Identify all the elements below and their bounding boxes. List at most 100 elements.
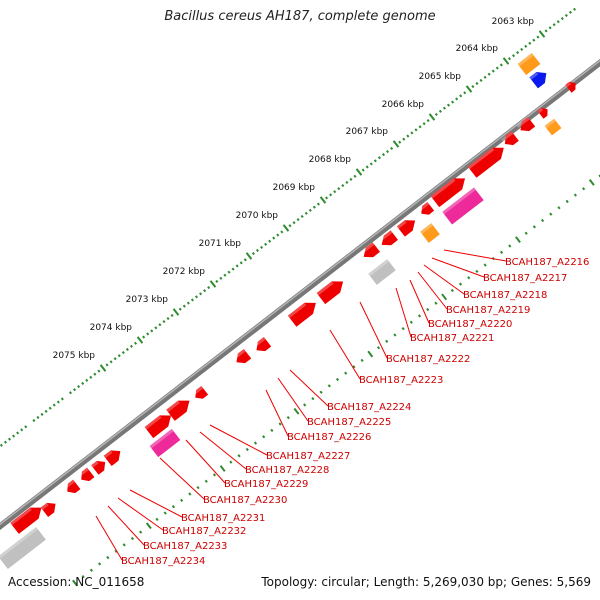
gene-body — [316, 281, 344, 305]
gene-label-line — [199, 431, 247, 470]
minor-tick — [345, 180, 349, 185]
backbone-line — [0, 58, 600, 531]
gene-feature — [537, 107, 548, 119]
inner-minor-tick — [352, 365, 356, 369]
gene-feature — [501, 131, 519, 146]
minor-tick — [109, 360, 113, 364]
gene-label-line — [329, 329, 361, 380]
gene-shine — [103, 450, 113, 459]
minor-tick — [528, 41, 532, 45]
inner-minor-tick — [212, 473, 217, 477]
gene-label: BCAH187_A2217 — [483, 273, 567, 284]
minor-tick — [154, 326, 158, 330]
minor-tick — [85, 378, 89, 382]
genome-backbone — [0, 58, 600, 531]
inner-minor-tick — [262, 435, 266, 439]
minor-tick — [117, 354, 121, 358]
major-tick — [136, 336, 144, 344]
gene-label-line — [107, 505, 145, 546]
inner-minor-tick — [311, 396, 315, 401]
gene-body — [520, 116, 536, 132]
gene-shine — [565, 81, 572, 88]
minor-tick — [381, 153, 385, 157]
minor-tick — [125, 347, 129, 352]
gene-label: BCAH187_A2224 — [327, 402, 411, 413]
gene-body — [81, 467, 95, 482]
minor-tick — [52, 403, 56, 407]
inner-minor-tick — [81, 575, 85, 579]
gene-body — [381, 230, 398, 246]
inner-minor-tick — [130, 536, 135, 541]
minor-tick — [402, 137, 406, 141]
inner-minor-tick — [303, 403, 307, 407]
gene-label: BCAH187_A2216 — [505, 257, 589, 268]
minor-tick — [463, 91, 467, 95]
inner-minor-tick — [155, 517, 159, 522]
gene-shine — [316, 281, 334, 296]
gene-feature — [544, 118, 562, 136]
kbp-label: 2069 kbp — [273, 183, 316, 193]
kbp-label: 2072 kbp — [163, 267, 206, 277]
inner-minor-tick — [335, 377, 340, 382]
minor-tick — [219, 276, 223, 280]
inner-minor-tick — [163, 511, 167, 515]
gene-shine — [516, 116, 530, 128]
gene-label: BCAH187_A2232 — [162, 526, 246, 537]
minor-tick — [552, 23, 556, 27]
inner-major-tick — [293, 407, 300, 415]
gene-body — [10, 507, 42, 534]
minor-tick — [239, 261, 243, 265]
minor-tick — [203, 289, 207, 293]
gene-feature — [467, 147, 504, 178]
inner-minor-tick — [188, 492, 192, 496]
minor-tick — [333, 190, 337, 194]
minor-tick — [178, 307, 182, 311]
gene-feature — [166, 400, 190, 421]
minor-tick — [186, 301, 190, 305]
gene-shine — [0, 526, 38, 559]
gene-label-line — [159, 457, 205, 500]
minor-tick — [556, 20, 560, 24]
minor-tick — [312, 205, 316, 209]
kbp-label: 2075 kbp — [53, 351, 96, 361]
major-tick — [392, 140, 400, 148]
gene-shine — [537, 107, 544, 114]
gene-body — [368, 259, 396, 285]
minor-tick — [44, 409, 48, 413]
gene-body — [544, 118, 562, 136]
gene-feature — [63, 479, 81, 494]
gene-label: BCAH187_A2228 — [245, 465, 329, 476]
minor-tick — [568, 10, 572, 14]
gene-body — [420, 223, 440, 243]
gene-shine — [149, 428, 174, 449]
inner-minor-tick — [483, 263, 487, 267]
gene-feature — [517, 52, 541, 76]
minor-tick — [48, 406, 52, 410]
gene-label-line — [265, 389, 289, 437]
minor-tick — [483, 75, 487, 79]
minor-tick — [442, 106, 446, 110]
gene-label: BCAH187_A2222 — [386, 354, 470, 365]
minor-tick — [491, 69, 495, 73]
kbp-label-group: 2063 kbp 2064 kbp 2065 kbp 2066 kbp 2067 kbp… — [53, 17, 535, 361]
kbp-label: 2068 kbp — [309, 155, 352, 165]
gene-feature — [378, 230, 398, 246]
inner-minor-tick — [417, 314, 422, 318]
major-tick — [282, 224, 290, 232]
inner-minor-tick — [573, 193, 577, 197]
gene-label-line — [395, 287, 412, 338]
gene-shine — [232, 348, 246, 360]
gene-label-line — [431, 257, 485, 278]
minor-tick — [235, 264, 239, 268]
inner-minor-tick — [114, 549, 118, 553]
gene-body — [67, 479, 81, 494]
gene-body — [149, 428, 181, 458]
gene-feature — [191, 385, 209, 399]
gene-label-line — [95, 515, 123, 561]
inner-minor-tick — [286, 416, 290, 420]
minor-tick — [316, 202, 320, 206]
minor-tick — [373, 159, 377, 163]
gene-label-group: BCAH187_A2216 BCAH187_A2217 BCAH187_A2218 B… — [95, 249, 589, 567]
gene-shine — [420, 223, 434, 235]
minor-tick — [369, 162, 373, 166]
